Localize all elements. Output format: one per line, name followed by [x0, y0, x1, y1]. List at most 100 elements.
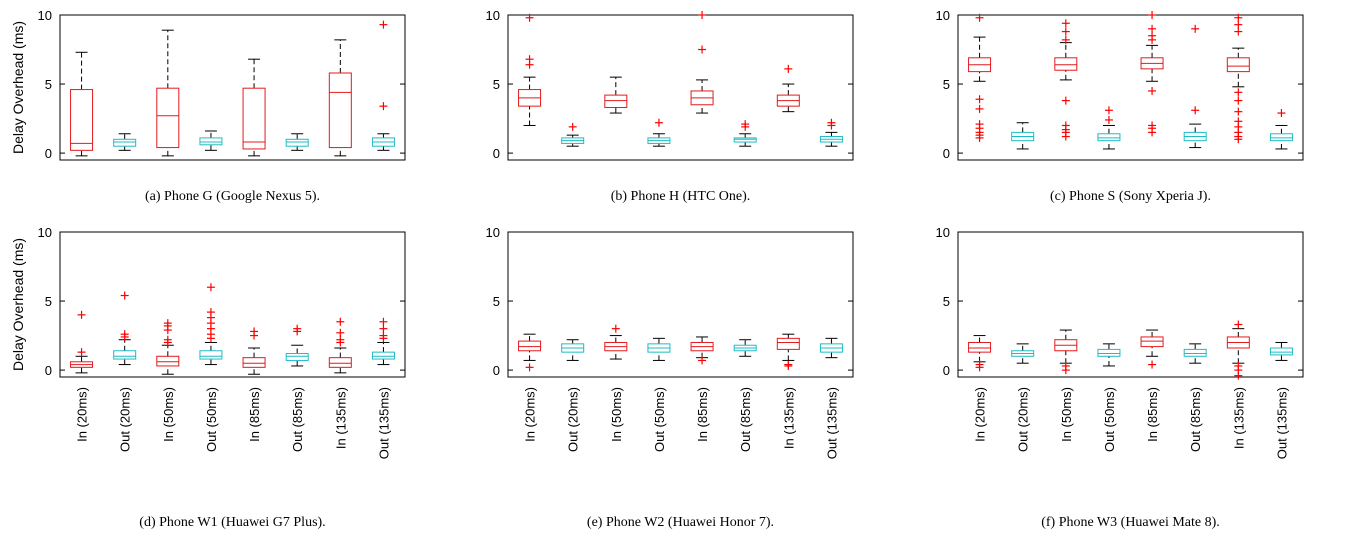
- axes-frame: [507, 14, 854, 161]
- outlier-point: [975, 13, 984, 22]
- box-iqr: [156, 355, 180, 367]
- box-in-6: [328, 39, 352, 157]
- x-tick-label: Out (135ms): [376, 387, 391, 459]
- x-tick-label: Out (50ms): [204, 387, 219, 452]
- outlier-point: [1234, 20, 1243, 29]
- outlier-point: [1061, 361, 1070, 370]
- outlier-point: [1061, 35, 1070, 44]
- box-iqr: [1140, 336, 1164, 348]
- box-in-0: [968, 335, 992, 372]
- box-out-5: [1183, 343, 1207, 364]
- box-out-7: [1269, 341, 1293, 361]
- axes-frame: [957, 14, 1304, 161]
- y-tick-label: 0: [943, 363, 950, 378]
- box-out-7: [371, 20, 395, 151]
- x-tick-label: Out (20ms): [1016, 387, 1031, 452]
- outlier-point: [525, 13, 534, 22]
- box-out-5: [733, 339, 757, 357]
- outlier-point: [1234, 13, 1243, 22]
- box-in-6: [776, 333, 800, 370]
- panel-f: 0 5 10 In (20ms) Out (20ms) In (50ms) Out (50m…: [936, 225, 1304, 530]
- box-iqr: [199, 137, 223, 146]
- x-tick-label: In (135ms): [333, 387, 348, 449]
- outlier-point: [163, 319, 172, 328]
- box-out-1: [561, 339, 585, 361]
- outlier-point: [1104, 115, 1113, 124]
- outlier-point: [336, 335, 345, 344]
- subfigure-caption: (b) Phone H (HTC One).: [611, 189, 751, 204]
- y-tick-label: 5: [493, 77, 500, 92]
- box-in-4: [242, 327, 266, 375]
- box-out-1: [113, 133, 137, 151]
- y-tick-label: 0: [45, 146, 52, 161]
- outlier-point: [293, 324, 302, 333]
- y-tick-label: 10: [936, 225, 950, 240]
- outlier-point: [206, 308, 215, 317]
- outlier-point: [336, 317, 345, 326]
- outlier-point: [1061, 121, 1070, 130]
- outlier-point: [1234, 117, 1243, 126]
- box-iqr: [328, 72, 352, 149]
- outlier-point: [654, 118, 663, 127]
- outlier-point: [379, 317, 388, 326]
- outlier-point: [827, 118, 836, 127]
- box-out-7: [819, 118, 843, 147]
- y-tick-label: 0: [493, 363, 500, 378]
- outlier-point: [163, 335, 172, 344]
- x-tick-label: Out (20ms): [566, 387, 581, 452]
- outlier-point: [1234, 96, 1243, 105]
- subfigure-caption: (c) Phone S (Sony Xperia J).: [1050, 189, 1211, 204]
- box-iqr: [1269, 347, 1293, 356]
- box-in-4: [1140, 11, 1164, 137]
- x-tick-label: In (85ms): [247, 387, 262, 442]
- outlier-point: [1148, 11, 1157, 19]
- box-iqr: [285, 353, 309, 361]
- outlier-point: [975, 120, 984, 129]
- outlier-point: [1277, 109, 1286, 118]
- box-out-3: [199, 283, 223, 366]
- box-out-5: [285, 133, 309, 151]
- outlier-point: [525, 363, 534, 372]
- outlier-point: [1191, 24, 1200, 33]
- x-tick-label: In (85ms): [1145, 387, 1160, 442]
- box-iqr: [733, 137, 757, 143]
- outlier-point: [1148, 360, 1157, 369]
- box-in-2: [1054, 329, 1078, 375]
- box-iqr: [968, 341, 992, 353]
- outlier-point: [1234, 27, 1243, 36]
- y-tick-label: 5: [943, 77, 950, 92]
- y-tick-label: 10: [38, 225, 52, 240]
- box-out-7: [371, 317, 395, 366]
- outlier-point: [568, 122, 577, 131]
- y-tick-label: 5: [45, 77, 52, 92]
- box-in-2: [1054, 19, 1078, 141]
- outlier-point: [379, 324, 388, 333]
- box-out-1: [113, 291, 137, 366]
- outlier-point: [975, 95, 984, 104]
- panel-a: 0 5 10 Delay Overhead (ms) (a) Phone G (Goog…: [10, 8, 406, 204]
- y-tick-label: 10: [486, 8, 500, 23]
- box-out-1: [1011, 343, 1035, 364]
- y-tick-label: 5: [493, 294, 500, 309]
- axes-frame: [59, 231, 406, 378]
- panel-b: 0 5 10 (b) Phone H (HTC One).: [486, 8, 854, 204]
- outlier-point: [379, 102, 388, 111]
- outlier-point: [1148, 24, 1157, 33]
- box-in-6: [1226, 13, 1250, 144]
- box-out-1: [561, 122, 585, 147]
- x-tick-label: Out (85ms): [1188, 387, 1203, 452]
- y-tick-label: 10: [936, 8, 950, 23]
- box-iqr: [776, 337, 800, 350]
- outlier-point: [1148, 86, 1157, 95]
- box-out-3: [1097, 106, 1121, 150]
- outlier-point: [784, 64, 793, 73]
- box-iqr: [285, 138, 309, 147]
- outlier-point: [1061, 19, 1070, 28]
- outlier-point: [525, 55, 534, 64]
- box-out-3: [647, 337, 671, 361]
- outlier-point: [1061, 27, 1070, 36]
- box-out-3: [199, 130, 223, 151]
- y-tick-label: 10: [486, 225, 500, 240]
- x-tick-label: In (50ms): [609, 387, 624, 442]
- outlier-point: [975, 104, 984, 113]
